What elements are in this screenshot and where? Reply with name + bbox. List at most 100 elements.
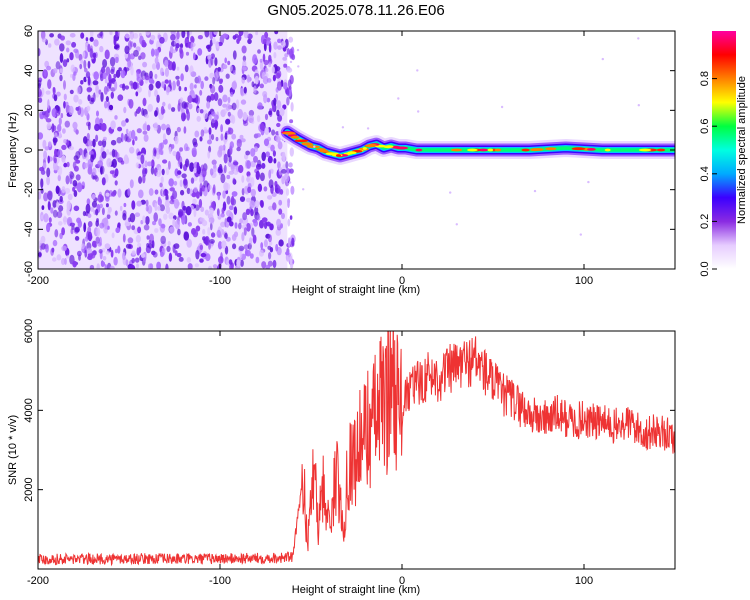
noise-blob (240, 259, 244, 267)
noise-blob (229, 91, 234, 97)
noise-blob (156, 94, 160, 104)
noise-blob (111, 232, 115, 239)
noise-blob (212, 264, 218, 269)
noise-blob (55, 61, 61, 70)
noise-blob (107, 210, 111, 216)
noise-blob (158, 148, 164, 156)
noise-blob (172, 80, 176, 91)
noise-blob (77, 219, 83, 228)
noise-blob (263, 239, 268, 248)
noise-blob (228, 155, 232, 163)
noise-blob (176, 252, 182, 258)
noise-blob (46, 167, 51, 178)
noise-blob (52, 164, 58, 171)
noise-blob (65, 175, 70, 185)
noise-blob (117, 245, 121, 254)
noise-blob (281, 175, 285, 185)
noise-blob (127, 237, 134, 244)
noise-blob (102, 72, 107, 80)
ridge-hotspot (450, 148, 463, 152)
noise-blob (231, 133, 237, 140)
noise-blob (183, 231, 190, 241)
noise-blob (262, 76, 269, 85)
noise-blob (58, 131, 62, 139)
noise-blob (43, 69, 47, 77)
noise-blob (87, 76, 91, 86)
noise-blob (240, 87, 245, 97)
noise-blob (249, 200, 256, 208)
noise-blob (275, 134, 281, 143)
noise-blob (38, 240, 42, 246)
noise-blob (231, 234, 237, 241)
ridge-hotspot (604, 148, 611, 152)
noise-blob (241, 77, 245, 84)
noise-blob (101, 122, 107, 132)
noise-blob (151, 159, 155, 169)
noise-blob (206, 101, 211, 109)
noise-blob (96, 263, 100, 269)
noise-blob (175, 75, 180, 80)
noise-blob (133, 42, 137, 48)
x-tick-label: -100 (209, 575, 231, 587)
noise-blob (262, 38, 267, 45)
noise-blob (111, 148, 116, 158)
noise-blob (233, 206, 238, 215)
x-tick-label: 0 (399, 275, 405, 287)
noise-blob (73, 71, 77, 76)
noise-blob (63, 139, 67, 144)
noise-blob (197, 35, 203, 40)
noise-blob (132, 33, 139, 39)
noise-blob (276, 218, 282, 227)
noise-blob (84, 249, 88, 258)
noise-blob (268, 169, 272, 179)
noise-blob (231, 191, 238, 197)
noise-blob (131, 250, 136, 256)
noise-blob (276, 122, 281, 128)
noise-blob (222, 94, 228, 103)
noise-blob (217, 241, 223, 250)
ridge-hotspot (530, 148, 539, 152)
noise-blob (61, 144, 67, 150)
noise-blob (189, 162, 195, 173)
noise-blob (173, 180, 178, 186)
noise-blob (238, 245, 245, 251)
noise-blob (280, 169, 287, 174)
noise-blob (164, 199, 170, 208)
noise-blob (289, 147, 294, 157)
noise-blob (104, 100, 108, 109)
noise-blob (169, 199, 175, 205)
noise-blob (113, 256, 118, 266)
noise-blob (161, 247, 166, 253)
noise-blob (188, 103, 193, 110)
x-tick-label: -200 (27, 275, 49, 287)
noise-blob (190, 41, 194, 52)
noise-blob (106, 158, 112, 168)
noise-blob (69, 52, 74, 61)
noise-blob (284, 38, 289, 49)
noise-blob (131, 225, 136, 231)
noise-blob (80, 243, 85, 250)
noise-blob (40, 235, 46, 244)
noise-blob (142, 123, 147, 131)
noise-blob (115, 227, 120, 234)
spectrogram-marks (38, 31, 675, 269)
noise-blob (177, 102, 181, 112)
noise-blob (58, 205, 64, 212)
noise-blob (283, 63, 288, 68)
noise-blob (160, 235, 166, 245)
noise-blob (241, 175, 245, 183)
noise-blob (185, 206, 192, 216)
noise-blob (159, 182, 163, 188)
noise-blob (264, 31, 269, 39)
noise-blob (223, 164, 227, 174)
noise-blob (78, 53, 83, 62)
snr-panel: -200 -100 0 100 2000 4000 6000 Height of strai… (7, 319, 676, 596)
speckle (302, 188, 305, 191)
noise-blob (169, 45, 174, 53)
noise-blob (204, 76, 209, 81)
y-tick-label: 40 (23, 65, 35, 77)
noise-blob (91, 240, 97, 248)
noise-blob (177, 228, 181, 236)
noise-blob (40, 178, 44, 189)
noise-blob (86, 105, 91, 112)
